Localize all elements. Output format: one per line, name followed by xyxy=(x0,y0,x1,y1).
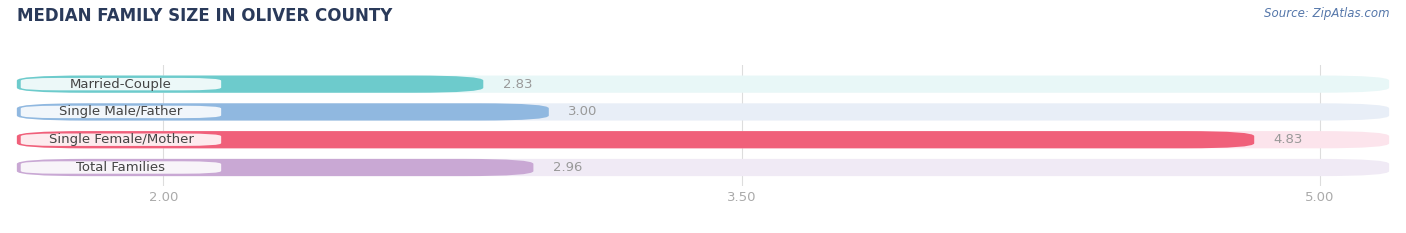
FancyBboxPatch shape xyxy=(17,103,548,120)
FancyBboxPatch shape xyxy=(17,75,1389,93)
Text: Total Families: Total Families xyxy=(76,161,166,174)
Text: Married-Couple: Married-Couple xyxy=(70,78,172,91)
Text: Source: ZipAtlas.com: Source: ZipAtlas.com xyxy=(1264,7,1389,20)
FancyBboxPatch shape xyxy=(17,75,484,93)
FancyBboxPatch shape xyxy=(21,78,221,90)
Text: 2.83: 2.83 xyxy=(502,78,531,91)
Text: MEDIAN FAMILY SIZE IN OLIVER COUNTY: MEDIAN FAMILY SIZE IN OLIVER COUNTY xyxy=(17,7,392,25)
FancyBboxPatch shape xyxy=(21,134,221,146)
FancyBboxPatch shape xyxy=(21,106,221,118)
FancyBboxPatch shape xyxy=(17,131,1389,148)
Text: 2.96: 2.96 xyxy=(553,161,582,174)
Text: Single Male/Father: Single Male/Father xyxy=(59,105,183,118)
FancyBboxPatch shape xyxy=(17,159,1389,176)
Text: 3.00: 3.00 xyxy=(568,105,598,118)
FancyBboxPatch shape xyxy=(17,131,1254,148)
Text: 4.83: 4.83 xyxy=(1274,133,1303,146)
Text: Single Female/Mother: Single Female/Mother xyxy=(49,133,194,146)
FancyBboxPatch shape xyxy=(17,103,1389,120)
FancyBboxPatch shape xyxy=(21,161,221,174)
FancyBboxPatch shape xyxy=(17,159,533,176)
